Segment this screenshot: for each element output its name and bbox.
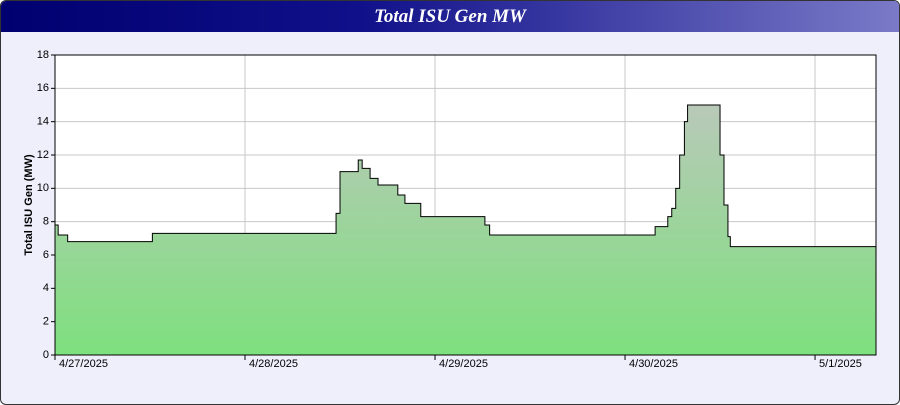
- area-fill: [55, 105, 876, 355]
- area-line: [55, 104, 876, 248]
- y-tick-label: 4: [43, 282, 49, 294]
- x-tick-label: 4/29/2025: [439, 358, 488, 370]
- y-tick-label: 18: [37, 49, 49, 61]
- chart-title: Total ISU Gen MW: [1, 1, 899, 32]
- x-tick-label: 4/27/2025: [59, 358, 108, 370]
- y-tick-label: 14: [37, 116, 49, 128]
- y-tick-label: 0: [43, 349, 49, 361]
- x-tick-label: 4/30/2025: [629, 358, 678, 370]
- y-tick-label: 16: [37, 82, 49, 94]
- y-tick-label: 12: [37, 149, 49, 161]
- x-tick-label: 5/1/2025: [819, 358, 862, 370]
- y-tick-label: 8: [43, 216, 49, 228]
- y-tick-label: 6: [43, 249, 49, 261]
- plot-border: [54, 54, 877, 356]
- y-tick-label: 2: [43, 316, 49, 328]
- y-axis-label: Total ISU Gen (MW): [23, 154, 35, 256]
- x-tick-label: 4/28/2025: [249, 358, 298, 370]
- y-tick-label: 10: [37, 182, 49, 194]
